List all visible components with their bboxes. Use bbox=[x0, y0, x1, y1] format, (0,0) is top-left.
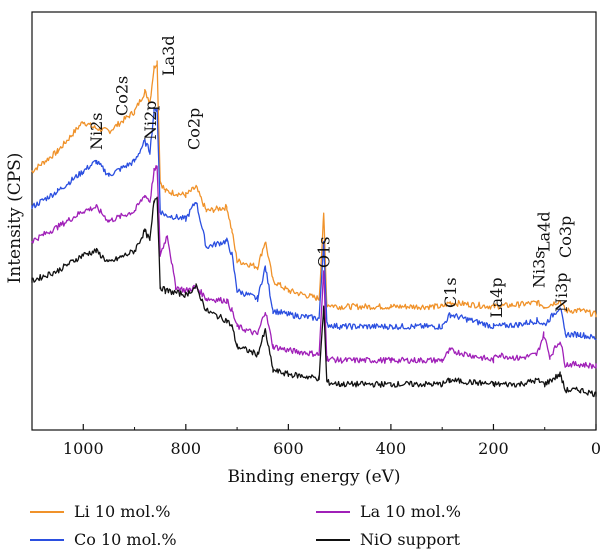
legend-label-2: La 10 mol.% bbox=[360, 502, 461, 521]
x-axis-title: Binding energy (eV) bbox=[227, 467, 400, 487]
x-tick-label-2: 600 bbox=[273, 439, 304, 458]
annotation-la4p: La4p bbox=[487, 277, 506, 318]
x-tick-label-4: 200 bbox=[478, 439, 509, 458]
legend-label-3: NiO support bbox=[360, 530, 461, 549]
annotation-co2p: Co2p bbox=[185, 108, 204, 150]
series-line-0 bbox=[31, 60, 597, 318]
annotation-ni3p: Ni3p bbox=[552, 272, 571, 312]
annotation-ni2s: Ni2s bbox=[87, 112, 106, 150]
series-layer bbox=[31, 60, 597, 398]
series-line-3 bbox=[31, 196, 597, 398]
x-tick-label-5: 0 bbox=[591, 439, 600, 458]
x-axis: 1000 800 600 400 200 0 bbox=[31, 424, 600, 458]
x-tick-label-3: 400 bbox=[376, 439, 407, 458]
annotation-ni2p: Ni2p bbox=[141, 100, 160, 140]
annotation-c1s: C1s bbox=[441, 277, 460, 308]
annotation-co3p: Co3p bbox=[556, 216, 575, 258]
annotation-la4d: La4d bbox=[535, 211, 554, 252]
annotation-la3d: La3d bbox=[159, 35, 178, 76]
x-tick-label-0: 1000 bbox=[63, 439, 104, 458]
annotation-o1s: O1s bbox=[315, 236, 334, 268]
legend-label-1: Co 10 mol.% bbox=[74, 530, 177, 549]
series-line-1 bbox=[31, 107, 597, 341]
legend-label-0: Li 10 mol.% bbox=[74, 502, 170, 521]
annotation-ni3s: Ni3s bbox=[530, 250, 549, 288]
y-axis-title: Intensity (CPS) bbox=[5, 153, 25, 284]
x-tick-label-1: 800 bbox=[171, 439, 202, 458]
plot-frame bbox=[31, 11, 597, 431]
annotation-co2s: Co2s bbox=[113, 76, 132, 116]
series-line-2 bbox=[31, 165, 597, 370]
legend: Li 10 mol.% La 10 mol.% Co 10 mol.% NiO sup… bbox=[30, 502, 461, 549]
